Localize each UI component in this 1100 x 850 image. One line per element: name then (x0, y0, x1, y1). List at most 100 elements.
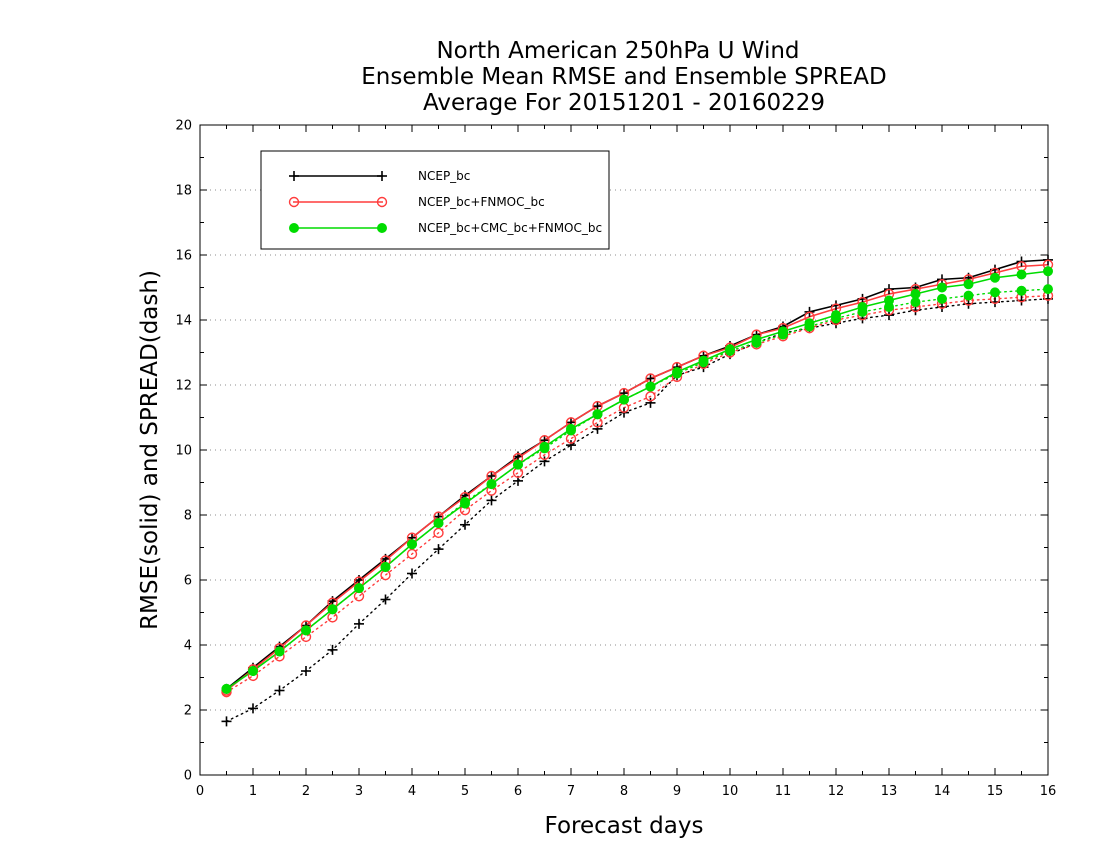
series-2-rmse-point-12 (539, 441, 550, 452)
title-line-1: North American 250hPa U Wind (436, 38, 799, 64)
x-tick-label-5: 5 (461, 784, 469, 799)
title-line-2: Ensemble Mean RMSE and Ensemble SPREAD (361, 64, 886, 90)
series-2-spread-point-28 (963, 290, 974, 301)
series-0-spread-point-14 (592, 423, 603, 434)
series-2-spread-point-31 (1043, 284, 1053, 295)
series-2-rmse-point-15 (619, 394, 629, 405)
series-2-rmse-point-1 (248, 666, 258, 676)
x-tick-label-7: 7 (567, 784, 575, 799)
y-tick-label-9: 18 (175, 184, 192, 199)
x-tick-label-3: 3 (355, 784, 363, 799)
series-2-rmse-point-3 (301, 625, 311, 636)
series-0-spread-point-12 (539, 456, 550, 467)
series-1-spread-point-8 (433, 527, 444, 539)
series-2-rmse-point-18 (698, 355, 709, 366)
series-2-rmse-point-7 (407, 539, 417, 550)
legend-marker-end-2 (377, 223, 387, 233)
series-0-rmse-line (226, 259, 1049, 690)
series-2-rmse-point-24 (857, 302, 868, 312)
series-0-spread-point-8 (433, 544, 444, 555)
x-tick-label-2: 2 (302, 784, 310, 799)
series-2-rmse-point-14 (592, 409, 603, 420)
x-tick-label-15: 15 (987, 784, 1004, 799)
x-axis-label: Forecast days (545, 813, 704, 839)
series-1-spread-line (225, 294, 1049, 693)
legend-marker-start-0 (289, 171, 299, 181)
title-line-3: Average For 20151201 - 20160229 (423, 90, 825, 116)
series-2-rmse-point-6 (380, 562, 391, 572)
y-tick-label-0: 0 (184, 769, 192, 784)
x-tick-label-14: 14 (934, 784, 951, 799)
y-tick-label-2: 4 (184, 639, 192, 654)
series-2-rmse-point-26 (910, 289, 921, 299)
legend-marker-end-0 (377, 171, 387, 181)
series-2-rmse-point-13 (566, 423, 576, 434)
series-0-spread-point-0 (221, 716, 232, 727)
x-tick-label-9: 9 (673, 784, 681, 799)
series-0-spread-point-4 (327, 644, 338, 655)
series-0-spread-point-13 (566, 440, 576, 451)
series-2-rmse-point-23 (831, 310, 841, 321)
series-2-rmse-line (226, 270, 1049, 690)
series-2-rmse-point-30 (1016, 269, 1027, 280)
series-2-spread-point-29 (990, 287, 1000, 298)
x-tick-label-10: 10 (722, 784, 739, 799)
y-tick-label-10: 20 (175, 119, 192, 134)
series-2-rmse-point-29 (990, 272, 1000, 283)
series-0-spread-point-10 (486, 495, 497, 506)
series-1-spread-point-16 (645, 391, 656, 402)
series-2-rmse-point-22 (804, 318, 815, 329)
grid (200, 189, 1048, 711)
series-2-rmse-point-2 (274, 646, 285, 657)
y-axis-label: RMSE(solid) and SPREAD(dash) (137, 270, 163, 630)
series-0-spread-point-3 (301, 666, 311, 676)
series-2-rmse-point-4 (327, 604, 338, 615)
legend: NCEP_bc NCEP_bc+FNMOC_bc NCEP_bc+CMC_bc+FN… (260, 150, 610, 250)
series-2-rmse-point-19 (725, 344, 735, 355)
x-tick-label-4: 4 (408, 784, 416, 799)
x-tick-label-16: 16 (1040, 784, 1057, 799)
legend-label-0: NCEP_bc (418, 169, 470, 183)
series-2-rmse-point-8 (433, 518, 444, 529)
series-2-rmse-point-16 (645, 381, 656, 392)
x-tick-label-6: 6 (514, 784, 522, 799)
series-0-spread-point-2 (274, 685, 285, 696)
series-2-spread-point-27 (937, 293, 947, 304)
series-2-rmse-point-11 (513, 459, 523, 470)
x-axis-ticks: 0 1 2 3 4 5 6 7 8 9 10 11 12 13 14 15 16 (196, 125, 1056, 799)
series-0-spread-point-5 (354, 618, 364, 629)
legend-marker-start-1 (288, 196, 300, 208)
y-tick-label-1: 2 (184, 704, 192, 719)
series-2-rmse-point-9 (460, 498, 470, 509)
legend-box (260, 150, 610, 250)
y-tick-label-8: 16 (175, 249, 192, 264)
series-0-spread-point-7 (407, 568, 417, 579)
series-0-spread-point-16 (645, 397, 656, 408)
series-0-spread-point-1 (248, 703, 258, 714)
series-2-rmse-point-31 (1043, 266, 1053, 277)
series-2-spread-point-30 (1016, 285, 1027, 296)
series-2-rmse-point-5 (354, 583, 364, 594)
x-tick-label-0: 0 (196, 784, 204, 799)
series-2-rmse-point-27 (937, 282, 947, 293)
series-layer (221, 254, 1054, 727)
series-1-spread-point-7 (406, 548, 418, 560)
x-tick-label-13: 13 (881, 784, 898, 799)
series-2-rmse-point-10 (486, 479, 497, 490)
y-tick-label-6: 12 (175, 379, 192, 394)
legend-label-1: NCEP_bc+FNMOC_bc (418, 195, 545, 209)
series-2-rmse-point-20 (751, 334, 762, 345)
x-tick-label-1: 1 (249, 784, 257, 799)
legend-marker-start-2 (289, 223, 299, 233)
series-2-rmse-point-25 (884, 295, 894, 306)
y-tick-label-3: 6 (184, 574, 192, 589)
series-0-spread-point-6 (380, 594, 391, 605)
legend-label-2: NCEP_bc+CMC_bc+FNMOC_bc (418, 221, 602, 235)
series-1-rmse-line (226, 263, 1049, 692)
x-tick-label-11: 11 (775, 784, 792, 799)
series-2-spread-line (225, 288, 1049, 690)
y-tick-label-5: 10 (175, 444, 192, 459)
x-tick-label-12: 12 (828, 784, 845, 799)
